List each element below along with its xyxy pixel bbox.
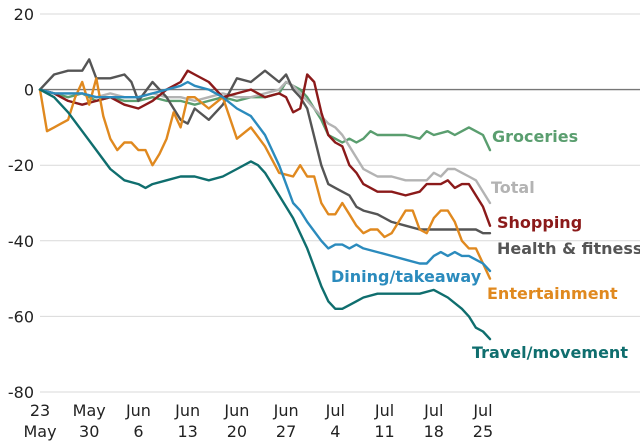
y-tick-label: -80 <box>8 383 34 402</box>
y-tick-label: -20 <box>8 156 34 175</box>
series-line-shopping <box>38 69 492 227</box>
x-tick-label: 4 <box>330 422 340 441</box>
x-tick-label: Jul <box>423 401 443 420</box>
x-tick-label: 27 <box>276 422 296 441</box>
series-layer <box>38 58 492 341</box>
x-tick-label: 6 <box>133 422 143 441</box>
series-label-groceries: Groceries <box>492 127 578 146</box>
series-label-entertainment: Entertainment <box>487 284 618 303</box>
x-tick-label: 11 <box>374 422 394 441</box>
x-tick-label: Jul <box>472 401 492 420</box>
series-line-travel-movement <box>38 88 492 341</box>
series-line-health-fitness <box>38 58 492 235</box>
y-tick-label: -60 <box>8 307 34 326</box>
grid-layer <box>40 13 640 393</box>
y-tick-label: -40 <box>8 232 34 251</box>
series-line-total <box>38 80 492 205</box>
series-label-total: Total <box>491 178 535 197</box>
label-layer: Groceries Total Shopping Health & fitness Di… <box>331 127 640 362</box>
x-tick-label: Jul <box>374 401 394 420</box>
series-line-dining-takeaway <box>38 80 492 273</box>
x-tick-label: 30 <box>79 422 99 441</box>
x-tick-label: Jun <box>273 401 299 420</box>
y-tick-label: 20 <box>14 5 34 24</box>
x-tick-label: 20 <box>227 422 247 441</box>
series-label-dining-takeaway: Dining/takeaway <box>331 267 482 286</box>
x-tick-label: 13 <box>177 422 197 441</box>
x-tick-label: 23 <box>30 401 50 420</box>
x-tick-label: 25 <box>473 422 493 441</box>
x-tick-label: May <box>73 401 106 420</box>
x-tick-label: 18 <box>424 422 444 441</box>
series-label-shopping: Shopping <box>497 213 582 232</box>
series-label-travel-movement: Travel/movement <box>472 343 628 362</box>
x-tick-label: Jun <box>223 401 249 420</box>
series-label-health-fitness: Health & fitness <box>497 239 640 258</box>
x-tick-label: Jun <box>174 401 200 420</box>
y-tick-label: 0 <box>24 81 34 100</box>
x-tick-label: May <box>23 422 56 441</box>
x-tick-label: Jul <box>325 401 345 420</box>
x-tick-label: Jun <box>125 401 151 420</box>
series-line-entertainment <box>38 77 492 280</box>
